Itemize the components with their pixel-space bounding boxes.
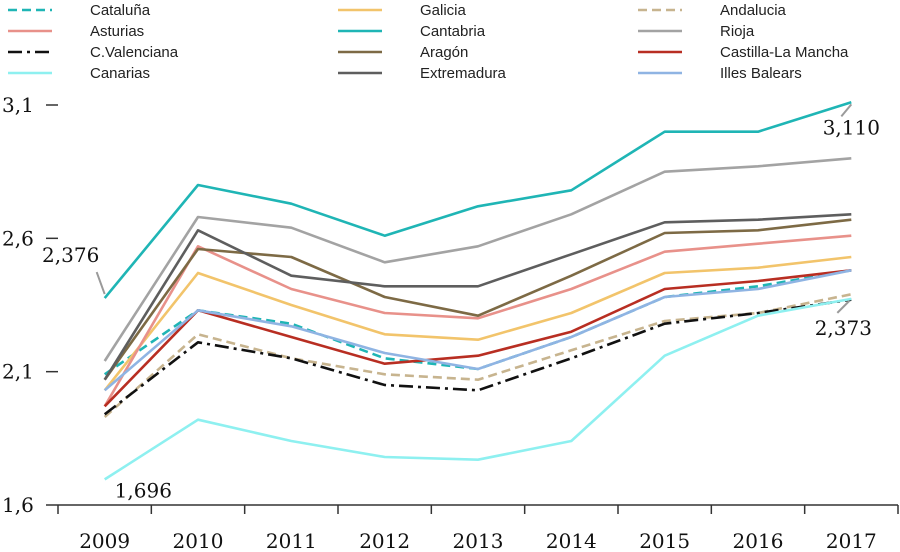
legend-label-castilla-la-mancha: Castilla-La Mancha: [720, 44, 849, 61]
annotation-leader: [840, 103, 853, 117]
series-line-canarias: [103, 297, 852, 481]
chart-axes: 2009 2010 2011 2012 2013 2014 2015 2016 2017 1,6 2…: [2, 93, 899, 552]
legend-label-extremadura: Extremadura: [420, 65, 507, 82]
series-line-aragon: [103, 218, 852, 381]
legend-label-illes-balears: Illes Balears: [720, 65, 802, 82]
series-line-rioja: [103, 157, 852, 362]
y-tick-label: 1,6: [2, 493, 34, 517]
data-label: 1,696: [115, 478, 172, 502]
chart-series-lines: [103, 101, 852, 481]
data-label: 2,376: [42, 243, 99, 267]
legend-label-andalucia: Andalucia: [720, 2, 787, 19]
data-label: 2,373: [815, 316, 872, 340]
legend-label-c-valenciana: C.Valenciana: [90, 44, 179, 61]
chart-annotations: 2,376 1,696 3,110 2,373: [42, 103, 880, 502]
series-line-extremadura: [103, 213, 852, 381]
series-line-andalucia: [103, 293, 852, 418]
y-tick-label: 2,6: [2, 226, 34, 250]
x-tick-label: 2012: [359, 529, 410, 552]
x-tick-label: 2016: [733, 529, 784, 552]
x-tick-label: 2014: [546, 529, 597, 552]
x-tick-label: 2013: [453, 529, 504, 552]
x-tick-label: 2011: [266, 529, 317, 552]
series-line-galicia: [103, 255, 852, 392]
legend-label-cataluna: Cataluña: [90, 2, 151, 19]
legend-label-cantabria: Cantabria: [420, 23, 486, 40]
chart-legend: Cataluña Galicia Andalucia Asturias Cantabri…: [8, 2, 849, 82]
legend-label-canarias: Canarias: [90, 65, 150, 82]
series-line-illes-balears: [103, 269, 852, 392]
annotation-leader: [95, 271, 106, 295]
legend-label-aragon: Aragón: [420, 44, 468, 61]
x-tick-label: 2009: [79, 529, 130, 552]
x-tick-label: 2015: [639, 529, 690, 552]
y-tick-label: 2,1: [2, 360, 34, 384]
y-tick-label: 3,1: [2, 93, 34, 117]
series-line-cantabria: [103, 101, 852, 299]
series-line-asturias: [103, 234, 852, 407]
legend-label-galicia: Galicia: [420, 2, 467, 19]
x-tick-label: 2017: [826, 529, 877, 552]
data-label: 3,110: [823, 115, 880, 139]
legend-label-asturias: Asturias: [90, 23, 144, 40]
legend-label-rioja: Rioja: [720, 23, 755, 40]
x-tick-label: 2010: [173, 529, 224, 552]
annotation-leader: [836, 300, 851, 314]
series-line-castilla-la-mancha: [103, 269, 852, 408]
